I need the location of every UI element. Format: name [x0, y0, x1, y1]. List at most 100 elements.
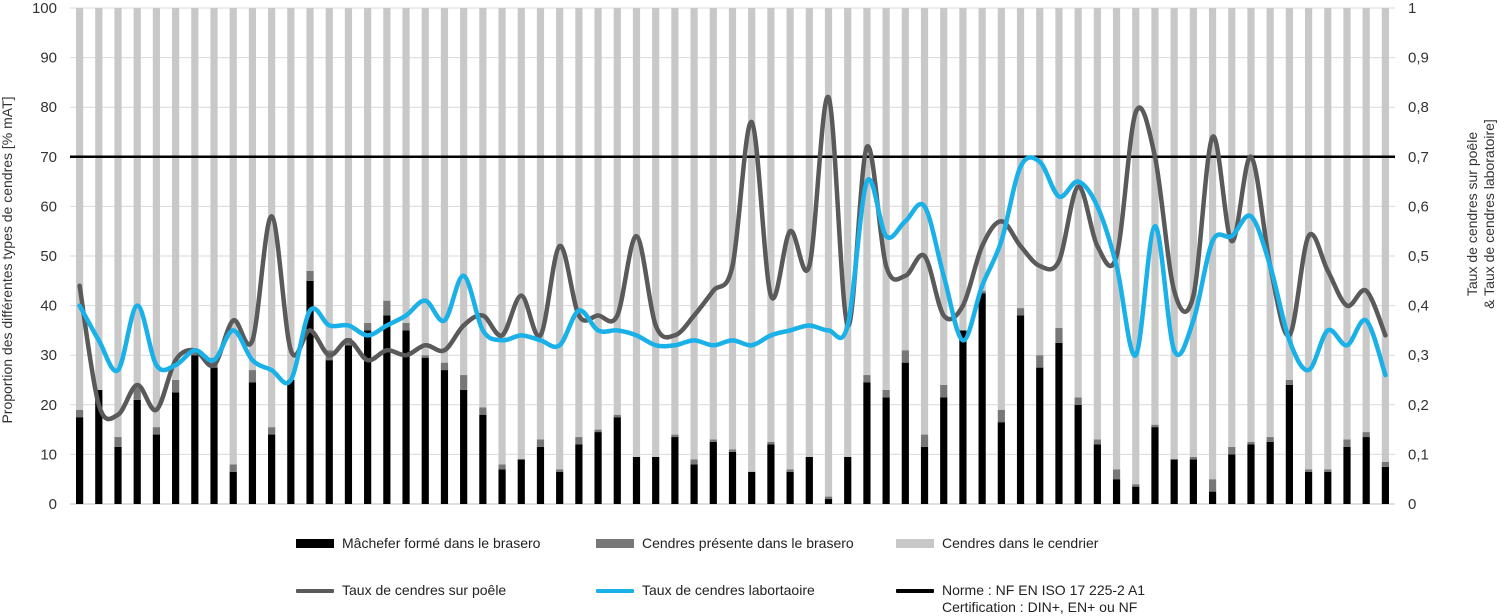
- bar-cendres-cendrier: [748, 8, 756, 472]
- y2-tick-label: 0,1: [1408, 446, 1429, 463]
- y-tick-label: 80: [40, 99, 57, 116]
- bar-cendres-cendrier: [997, 8, 1005, 410]
- bar-cendres-cendrier: [882, 8, 890, 390]
- lines: [70, 95, 1395, 422]
- bar-cendres-cendrier: [306, 8, 314, 271]
- y2-axis-title-line1: Taux de cendres sur poêle: [1464, 132, 1480, 296]
- bar-machefer: [1304, 471, 1313, 504]
- bar-cendres-cendrier: [1324, 8, 1332, 470]
- bar-cendres-brasero: [76, 409, 84, 418]
- y2-tick-label: 0,4: [1408, 298, 1429, 315]
- bar-cendres-brasero: [1362, 432, 1370, 438]
- y-tick-label: 40: [40, 298, 57, 315]
- bar-cendres-cendrier: [1112, 8, 1121, 470]
- bar-machefer: [402, 330, 410, 504]
- bar-cendres-brasero: [1132, 484, 1140, 487]
- bar-cendres-cendrier: [824, 8, 833, 497]
- bar-cendres-brasero: [556, 469, 564, 472]
- bar-machefer: [1362, 437, 1370, 504]
- bar-cendres-cendrier: [959, 8, 967, 331]
- bar-cendres-brasero: [1208, 479, 1217, 492]
- y-tick-label: 0: [49, 496, 57, 513]
- bar-cendres-brasero: [709, 439, 717, 442]
- bar-cendres-brasero: [671, 434, 679, 438]
- bar-cendres-cendrier: [152, 8, 161, 428]
- bar-machefer: [1074, 404, 1082, 504]
- bar-cendres-brasero: [1074, 397, 1082, 405]
- bar-cendres-cendrier: [172, 8, 180, 380]
- bar-machefer: [997, 422, 1005, 504]
- bar-cendres-cendrier: [652, 8, 660, 457]
- bar-machefer: [652, 456, 660, 504]
- bar-cendres-brasero: [1324, 469, 1332, 472]
- bar-cendres-cendrier: [1362, 8, 1370, 433]
- bar-machefer: [709, 442, 717, 504]
- bar-cendres-brasero: [1285, 380, 1293, 385]
- bar-cendres-cendrier: [728, 8, 737, 450]
- bar-cendres-brasero: [824, 496, 833, 500]
- bar-cendres-cendrier: [1074, 8, 1082, 398]
- bar-machefer: [594, 432, 602, 504]
- bar-machefer: [248, 382, 257, 504]
- bar-machefer: [556, 471, 564, 504]
- bar-machefer: [978, 293, 986, 504]
- bar-machefer: [824, 499, 833, 504]
- bar-cendres-cendrier: [940, 8, 948, 385]
- bar-cendres-brasero: [920, 434, 929, 447]
- y2-tick-label: 0,6: [1408, 198, 1429, 215]
- bar-cendres-cendrier: [114, 8, 122, 438]
- bar-machefer: [767, 444, 775, 504]
- bar-machefer: [920, 446, 929, 504]
- bar-machefer: [632, 456, 641, 504]
- bar-machefer: [1151, 427, 1159, 504]
- line-taux-laboratoire: [77, 155, 1388, 386]
- bar-machefer: [1208, 491, 1217, 504]
- bar-machefer: [133, 399, 141, 504]
- y2-tick-label: 0,7: [1408, 149, 1429, 166]
- bar-machefer: [575, 444, 583, 504]
- y2-tick-label: 0,2: [1408, 397, 1429, 414]
- bar-machefer: [1112, 479, 1121, 504]
- bar-cendres-brasero: [594, 429, 602, 433]
- bar-cendres-brasero: [268, 427, 276, 435]
- bar-machefer: [1228, 454, 1236, 504]
- bar-cendres-cendrier: [421, 8, 429, 356]
- y2-tick-label: 0: [1408, 496, 1416, 513]
- y2-axis-title-line2: & Taux de cendres laboratoire]: [1481, 119, 1497, 309]
- line-taux-poele: [77, 95, 1388, 422]
- bar-cendres-cendrier: [613, 8, 621, 415]
- bar-cendres-brasero: [882, 389, 890, 398]
- bar-machefer: [959, 330, 967, 504]
- bar-cendres-brasero: [440, 362, 449, 371]
- y2-tick-label: 0,8: [1408, 99, 1429, 116]
- bar-machefer: [1093, 444, 1101, 504]
- bar-cendres-cendrier: [440, 8, 449, 363]
- bar-machefer: [152, 434, 161, 504]
- bar-cendres-brasero: [479, 407, 487, 415]
- bar-cendres-cendrier: [248, 8, 257, 371]
- bar-cendres-cendrier: [133, 8, 141, 388]
- bar-machefer: [421, 357, 429, 504]
- y-tick-label: 90: [40, 50, 57, 67]
- bar-machefer: [1266, 442, 1274, 504]
- bar-machefer: [901, 362, 909, 504]
- bar-cendres-cendrier: [1343, 8, 1351, 440]
- bar-cendres-cendrier: [1381, 8, 1389, 462]
- bar-machefer: [76, 417, 84, 504]
- bar-cendres-cendrier: [95, 8, 103, 390]
- bar-cendres-cendrier: [1055, 8, 1063, 328]
- bar-cendres-brasero: [402, 322, 410, 331]
- bar-machefer: [172, 392, 180, 504]
- y-tick-label: 30: [40, 347, 57, 364]
- bar-machefer: [1285, 384, 1293, 504]
- bar-cendres-cendrier: [805, 8, 813, 457]
- bar-cendres-brasero: [863, 375, 871, 383]
- bar-cendres-brasero: [1381, 461, 1389, 467]
- bar-machefer: [536, 446, 545, 504]
- bar-machefer: [1132, 486, 1140, 504]
- bar-cendres-brasero: [1266, 437, 1274, 442]
- bar-cendres-cendrier: [1093, 8, 1101, 440]
- bar-cendres-cendrier: [920, 8, 929, 435]
- bar-cendres-brasero: [1055, 327, 1063, 343]
- bar-machefer: [863, 382, 871, 504]
